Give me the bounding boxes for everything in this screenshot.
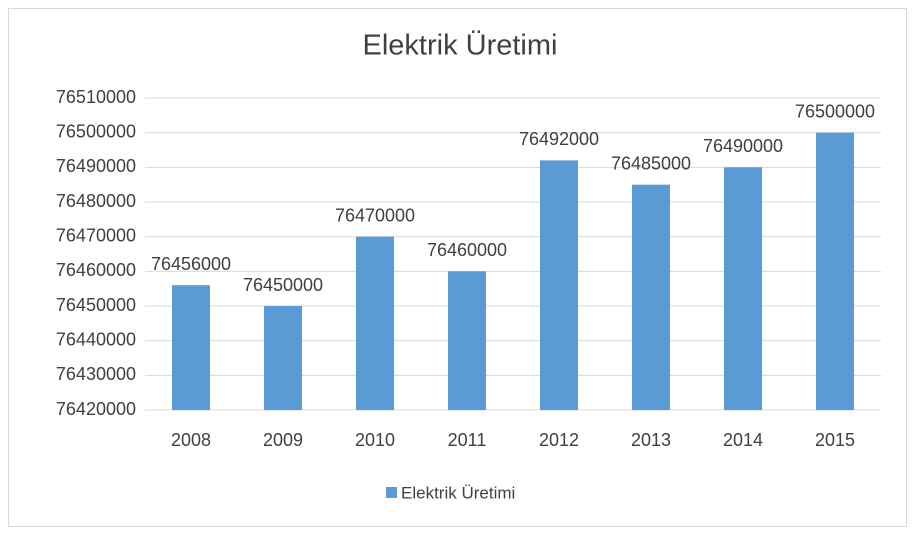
bar [540,160,578,410]
x-tick-label: 2010 [355,430,395,450]
y-tick-label: 76470000 [56,225,136,245]
y-tick-label: 76510000 [56,87,136,107]
y-tick-label: 76500000 [56,121,136,141]
chart-title: Elektrik Üretimi [363,30,558,62]
bar [172,285,210,410]
data-label: 76450000 [243,275,323,295]
data-label: 76460000 [427,240,507,260]
y-tick-label: 76420000 [56,399,136,419]
legend-swatch [386,487,397,498]
data-label: 76470000 [335,205,415,225]
x-tick-label: 2013 [631,430,671,450]
data-label: 76490000 [703,136,783,156]
bar [448,271,486,410]
data-label: 76485000 [611,153,691,173]
y-tick-label: 76460000 [56,260,136,280]
x-tick-label: 2009 [263,430,303,450]
y-tick-label: 76430000 [56,364,136,384]
x-tick-label: 2008 [171,430,211,450]
data-label: 76492000 [519,129,599,149]
x-tick-label: 2014 [723,430,763,450]
y-tick-label: 76480000 [56,191,136,211]
data-label: 76456000 [151,254,231,274]
y-tick-label: 76450000 [56,295,136,315]
bar [264,306,302,410]
bar [632,184,670,410]
legend-label: Elektrik Üretimi [401,483,515,502]
y-tick-label: 76490000 [56,156,136,176]
y-tick-label: 76440000 [56,329,136,349]
bar [356,236,394,410]
data-label: 76500000 [795,101,875,121]
x-tick-label: 2012 [539,430,579,450]
x-tick-label: 2015 [815,430,855,450]
x-tick-label: 2011 [448,430,487,450]
bar [816,132,854,410]
bar [724,167,762,410]
